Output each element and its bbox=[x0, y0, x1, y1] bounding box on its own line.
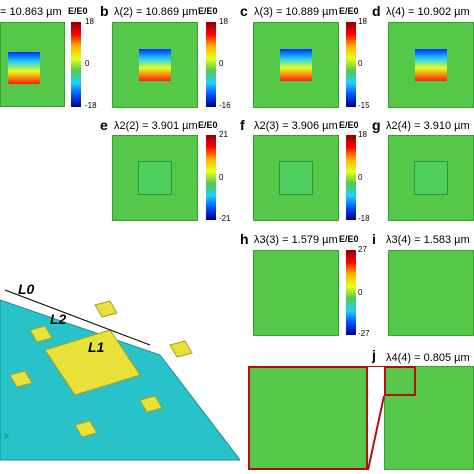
panel-f-letter: f bbox=[240, 117, 245, 133]
axis-x-label: x bbox=[4, 431, 9, 442]
panel-d-field-map bbox=[388, 22, 474, 108]
panel-e-center-square bbox=[138, 161, 172, 195]
panel-f-colorbar bbox=[346, 135, 356, 220]
panel-f-title: λ2(3) = 3.906 µm bbox=[254, 120, 338, 132]
panel-c-title: λ(3) = 10.889 µm bbox=[254, 6, 338, 18]
panel-e-tick-zero: 0 bbox=[219, 173, 224, 182]
panel-c-field-map bbox=[253, 22, 339, 108]
panel-f-unit: E/E0 bbox=[339, 120, 359, 130]
panel-i-letter: i bbox=[372, 231, 376, 247]
panel-j-zoom-inset bbox=[248, 366, 368, 470]
panel-f-tick-min: -18 bbox=[358, 214, 370, 223]
fractal-schematic bbox=[0, 289, 240, 461]
panel-e-tick-max: 21 bbox=[219, 130, 228, 139]
panel-b-tick-zero: 0 bbox=[219, 59, 224, 68]
panel-f-center-square bbox=[279, 161, 313, 195]
panel-g-title: λ2(4) = 3.910 µm bbox=[386, 120, 470, 132]
panel-h-unit: E/E0 bbox=[339, 234, 359, 244]
panel-a-tick-zero: 0 bbox=[85, 59, 90, 68]
panel-h-letter: h bbox=[240, 231, 249, 247]
panel-d-hotspot bbox=[415, 49, 447, 81]
panel-f-tick-zero: 0 bbox=[358, 173, 363, 182]
panel-e-colorbar bbox=[206, 135, 216, 220]
panel-g-letter: g bbox=[372, 117, 381, 133]
panel-e-unit: E/E0 bbox=[198, 120, 218, 130]
panel-g-field-map bbox=[388, 135, 474, 221]
panel-b-field-map bbox=[112, 22, 198, 108]
panel-j-title: λ4(4) = 0.805 µm bbox=[386, 352, 470, 364]
panel-a-title: = 10.863 µm bbox=[0, 6, 62, 18]
panel-b-letter: b bbox=[100, 3, 109, 19]
panel-e-tick-min: -21 bbox=[219, 214, 231, 223]
panel-h-colorbar bbox=[346, 250, 356, 335]
panel-a-field-map bbox=[0, 22, 65, 107]
schematic-label-l1: L1 bbox=[88, 339, 105, 355]
panel-b-hotspot bbox=[139, 49, 171, 81]
panel-c-tick-min: -15 bbox=[358, 101, 370, 110]
panel-c-tick-max: 18 bbox=[358, 17, 367, 26]
panel-a-tick-min: -18 bbox=[85, 101, 97, 110]
panel-d-letter: d bbox=[372, 3, 381, 19]
panel-b-tick-min: -16 bbox=[219, 101, 231, 110]
panel-b-unit: E/E0 bbox=[198, 6, 218, 16]
panel-a-hotspot bbox=[8, 52, 40, 84]
panel-a-colorbar bbox=[71, 22, 81, 107]
panel-j-field-map bbox=[384, 366, 474, 470]
panel-j-letter: j bbox=[372, 347, 376, 363]
panel-e-field-map bbox=[112, 135, 198, 221]
panel-a-tick-max: 18 bbox=[85, 17, 94, 26]
center-patch-l1 bbox=[44, 329, 141, 396]
panel-c-colorbar bbox=[346, 22, 356, 107]
panel-h-tick-max: 27 bbox=[358, 245, 367, 254]
panel-f-tick-max: 18 bbox=[358, 130, 367, 139]
panel-h-field-map bbox=[253, 250, 339, 336]
panel-b-colorbar bbox=[206, 22, 216, 107]
panel-f-field-map bbox=[253, 135, 339, 221]
panel-h-tick-zero: 0 bbox=[358, 288, 363, 297]
panel-b-title: λ(2) = 10.869 µm bbox=[114, 6, 198, 18]
panel-b-tick-max: 18 bbox=[219, 17, 228, 26]
panel-h-title: λ3(3) = 1.579 µm bbox=[254, 234, 338, 246]
panel-h-tick-min: -27 bbox=[358, 329, 370, 338]
panel-c-letter: c bbox=[240, 3, 248, 19]
panel-i-title: λ3(4) = 1.583 µm bbox=[386, 234, 470, 246]
panel-c-hotspot bbox=[280, 49, 312, 81]
schematic-label-l0: L0 bbox=[18, 281, 35, 297]
panel-i-field-map bbox=[388, 250, 474, 336]
panel-c-unit: E/E0 bbox=[339, 6, 359, 16]
panel-e-letter: e bbox=[100, 117, 108, 133]
panel-a-unit: E/E0 bbox=[68, 6, 88, 16]
panel-d-title: λ(4) = 10.902 µm bbox=[386, 6, 470, 18]
schematic-label-l2: L2 bbox=[50, 311, 67, 327]
panel-j-zoom-lines bbox=[367, 366, 385, 471]
panel-g-center-square bbox=[414, 161, 448, 195]
panel-c-tick-zero: 0 bbox=[358, 59, 363, 68]
panel-e-title: λ2(2) = 3.901 µm bbox=[114, 120, 198, 132]
